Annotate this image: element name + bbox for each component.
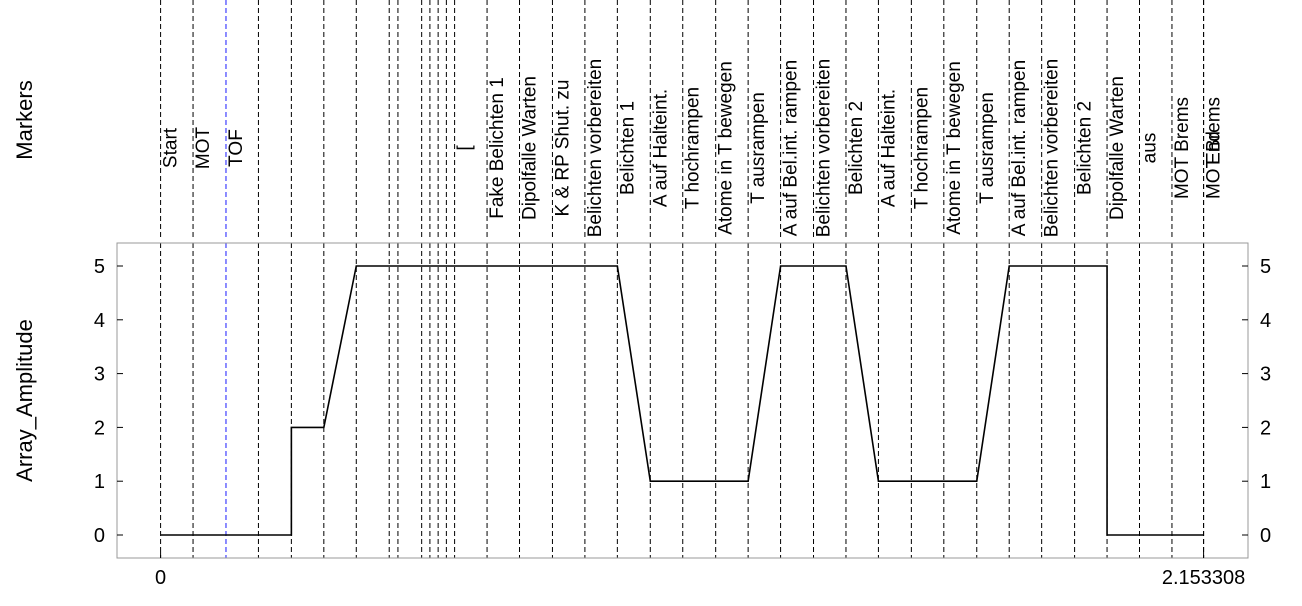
- marker-label: A auf Bel.int. rampen: [1009, 60, 1030, 236]
- marker-label: A auf Bel.int. rampen: [781, 60, 802, 236]
- marker-label: Dipolfalle Warten: [520, 76, 541, 220]
- marker-label: Belichten vorbereiten: [1042, 59, 1063, 238]
- marker-label: T hochrampen: [683, 87, 704, 209]
- marker-label: T hochrampen: [911, 87, 932, 209]
- marker-label: A auf Halteint.: [878, 89, 899, 207]
- marker-label: aus: [1140, 133, 1161, 164]
- data-series-line: [160, 265, 1204, 536]
- y-tick-label-right: 2: [1260, 417, 1271, 439]
- y-tick-label-right: 3: [1260, 364, 1271, 386]
- y-tick-label-left: 3: [94, 364, 105, 386]
- y-tick-label-left: 4: [94, 310, 105, 332]
- y-tick-label-left: 0: [94, 525, 105, 547]
- marker-label: [: [455, 145, 476, 151]
- y-tick-label-right: 5: [1260, 256, 1271, 278]
- y-tick-label-left: 1: [94, 471, 105, 493]
- marker-axis-title: Markers: [12, 80, 37, 159]
- marker-label: T ausrampen: [748, 92, 769, 204]
- marker-label: K & RP Shut. zu: [552, 80, 573, 217]
- marker-label: End: [1204, 131, 1225, 165]
- marker-labels: Start MOT TOF [ Fake Belichten 1 Dipolfalle W…: [161, 59, 1225, 238]
- marker-label: Atome in T bewegen: [944, 61, 965, 235]
- y-tick-label-left: 5: [94, 256, 105, 278]
- marker-label: Belichten vorbereiten: [814, 59, 835, 238]
- marker-label: Belichten vorbereiten: [585, 59, 606, 238]
- marker-label: A auf Halteint.: [650, 89, 671, 207]
- marker-label: Belichten 2: [846, 101, 867, 195]
- marker-label: TOF: [226, 129, 247, 167]
- marker-label: Belichten 2: [1075, 101, 1096, 195]
- marker-label: Start: [161, 127, 182, 168]
- axes: 0 0 1 1 2 2 3 3 4 4 5 5 0 2.153308 Array_Amplitude Mark…: [12, 80, 1271, 589]
- y-axis-title: Array_Amplitude: [12, 319, 37, 482]
- marker-label: MOT Brems: [1204, 97, 1225, 199]
- x-tick-label: 2.153308: [1162, 567, 1245, 589]
- marker-label: Atome in T bewegen: [716, 61, 737, 235]
- y-tick-label-right: 4: [1260, 310, 1271, 332]
- y-tick-label-left: 2: [94, 417, 105, 439]
- marker-label: T ausrampen: [977, 92, 998, 204]
- marker-label: MOT Brems: [1172, 97, 1193, 199]
- marker-label: Belichten 1: [617, 101, 638, 195]
- x-tick-label: 0: [155, 567, 166, 589]
- plot-frame: [116, 242, 1249, 559]
- plot-area: [160, 243, 1205, 558]
- y-tick-label-right: 1: [1260, 471, 1271, 493]
- y-tick-label-right: 0: [1260, 525, 1271, 547]
- marker-area: Start MOT TOF [ Fake Belichten 1 Dipolfalle W…: [160, 0, 1225, 240]
- marker-label: MOT: [193, 127, 214, 170]
- marker-label: Dipolfalle Warten: [1107, 76, 1128, 220]
- marker-label: Fake Belichten 1: [487, 77, 508, 219]
